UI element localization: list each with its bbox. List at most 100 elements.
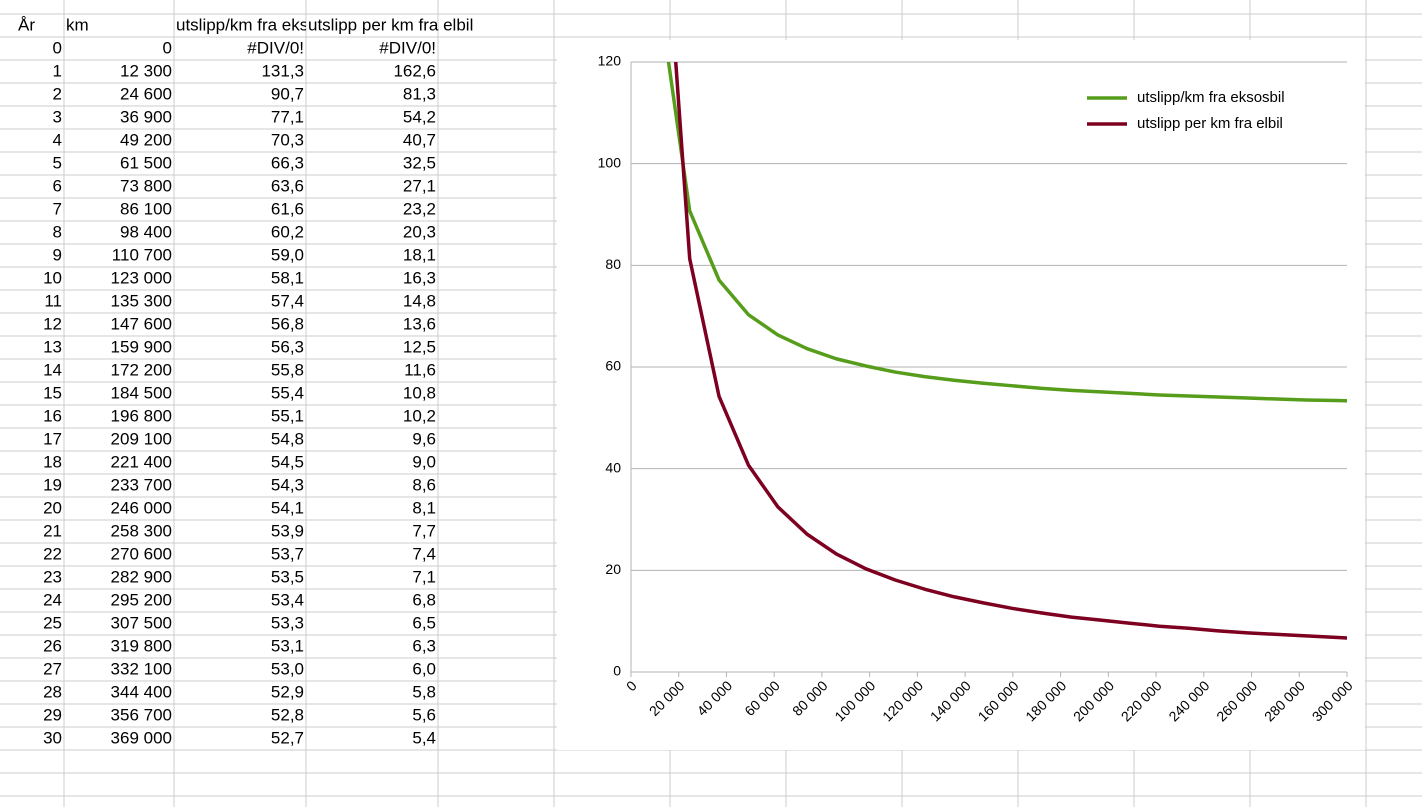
cell-value: 66,3 [271,153,304,172]
cell-value: 59,0 [271,245,304,264]
cell-value: 7,7 [412,521,436,540]
y-tick-label: 40 [605,459,621,475]
cell-value: 36 900 [120,107,172,126]
cell-value: 6 [53,176,62,195]
cell-value: 13 [43,337,62,356]
cell-value: 32,5 [403,153,436,172]
cell-value: 246 000 [111,498,172,517]
chart-area[interactable] [557,40,1365,750]
cell-value: 6,3 [412,636,436,655]
cell-value: 90,7 [271,84,304,103]
cell-value: 209 100 [111,429,172,448]
cell-value: 15 [43,383,62,402]
cell-value: 53,3 [271,613,304,632]
cell-value: 24 600 [120,84,172,103]
cell-value: 56,8 [271,314,304,333]
cell-value: 54,5 [271,452,304,471]
cell-value: 55,8 [271,360,304,379]
cell-value: 49 200 [120,130,172,149]
cell-value: 332 100 [111,659,172,678]
cell-value: 356 700 [111,705,172,724]
cell-value: 10,2 [403,406,436,425]
cell-value: 61 500 [120,153,172,172]
cell-value: 3 [53,107,62,126]
column-header: utslipp/km fra eksosbil [176,15,343,34]
cell-value: 55,4 [271,383,304,402]
series-line [666,62,1347,403]
cell-value: 24 [43,590,62,609]
cell-value: 53,0 [271,659,304,678]
cell-value: 110 700 [112,245,172,264]
cell-value: 27 [43,659,62,678]
cell-value: 19 [43,475,62,494]
cell-value: 221 400 [111,452,172,471]
cell-value: 29 [43,705,62,724]
cell-value: 0 [163,38,172,57]
cell-value: 63,6 [271,176,304,195]
cell-value: 53,5 [271,567,304,586]
cell-value: 17 [43,429,62,448]
cell-value: 20 [43,498,62,517]
cell-value: 12 300 [120,61,172,80]
cell-value: 7,1 [412,567,436,586]
cell-value: 159 900 [111,337,172,356]
cell-value: 54,8 [271,429,304,448]
cell-value: 40,7 [403,130,436,149]
cell-value: 5,6 [412,705,436,724]
cell-value: 0 [53,38,62,57]
cell-value: 52,8 [271,705,304,724]
cell-value: 9,0 [412,452,436,471]
cell-value: 7 [53,199,62,218]
column-header: År [18,15,35,34]
cell-value: 258 300 [111,521,172,540]
cell-value: 13,6 [403,314,436,333]
cell-value: 56,3 [271,337,304,356]
cell-value: 184 500 [111,383,172,402]
cell-value: 5,8 [412,682,436,701]
cell-value: 5 [53,153,62,172]
cell-value: 369 000 [111,728,172,747]
cell-value: 6,0 [412,659,436,678]
cell-value: 11 [44,291,62,310]
y-tick-label: 80 [605,256,621,272]
cell-value: 6,5 [412,613,436,632]
cell-value: 52,7 [271,728,304,747]
cell-value: 12,5 [403,337,436,356]
cell-value: 8,6 [412,475,436,494]
cell-value: 60,2 [271,222,304,241]
y-tick-label: 120 [598,53,622,69]
cell-value: 98 400 [120,222,172,241]
cell-value: 319 800 [111,636,172,655]
cell-value: 53,7 [271,544,304,563]
cell-value: 53,4 [271,590,304,609]
cell-value: 1 [53,61,62,80]
cell-value: 2 [53,84,62,103]
cell-value: 28 [43,682,62,701]
cell-value: 57,4 [271,291,304,310]
cell-value: 55,1 [271,406,304,425]
cell-value: 9,6 [412,429,436,448]
cell-value: 6,8 [412,590,436,609]
y-tick-label: 100 [598,154,622,170]
legend-label: utslipp per km fra elbil [1137,115,1283,132]
cell-value: 10 [43,268,62,287]
cell-value: 81,3 [403,84,436,103]
cell-value: 18 [43,452,62,471]
cell-value: 21 [43,521,62,540]
cell-value: 4 [53,130,62,149]
cell-value: 14 [43,360,62,379]
cell-value: 16 [43,406,62,425]
y-tick-label: 60 [605,358,621,374]
cell-value: 10,8 [403,383,436,402]
cell-value: 23 [43,567,62,586]
column-header: km [66,15,89,34]
cell-value: 61,6 [271,199,304,218]
cell-value: 86 100 [120,199,172,218]
cell-value: 295 200 [111,590,172,609]
cell-value: 131,3 [261,61,304,80]
series-line [673,62,1347,640]
cell-value: 135 300 [111,291,172,310]
cell-value: 8 [53,222,62,241]
cell-value: 344 400 [111,682,172,701]
